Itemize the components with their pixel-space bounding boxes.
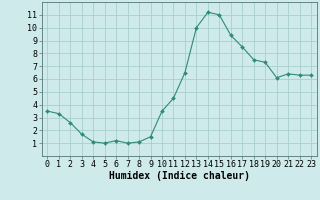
X-axis label: Humidex (Indice chaleur): Humidex (Indice chaleur)	[109, 171, 250, 181]
